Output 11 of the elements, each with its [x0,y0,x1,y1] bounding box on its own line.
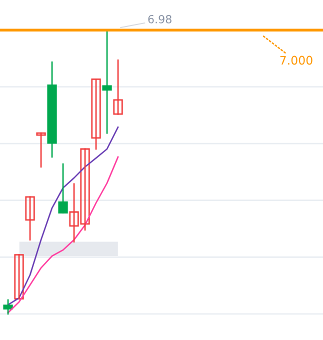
candlestick [102,29,112,134]
candlestick [47,61,57,158]
candlestick [58,163,68,214]
candlestick [25,196,35,241]
annotation: 6.98 [148,14,172,24]
annotation: 7.000 [280,56,312,65]
candlestick [91,78,101,150]
candlestick [3,299,13,315]
candlestick [36,132,46,168]
candlestick [113,59,123,115]
candlestick [14,254,24,300]
